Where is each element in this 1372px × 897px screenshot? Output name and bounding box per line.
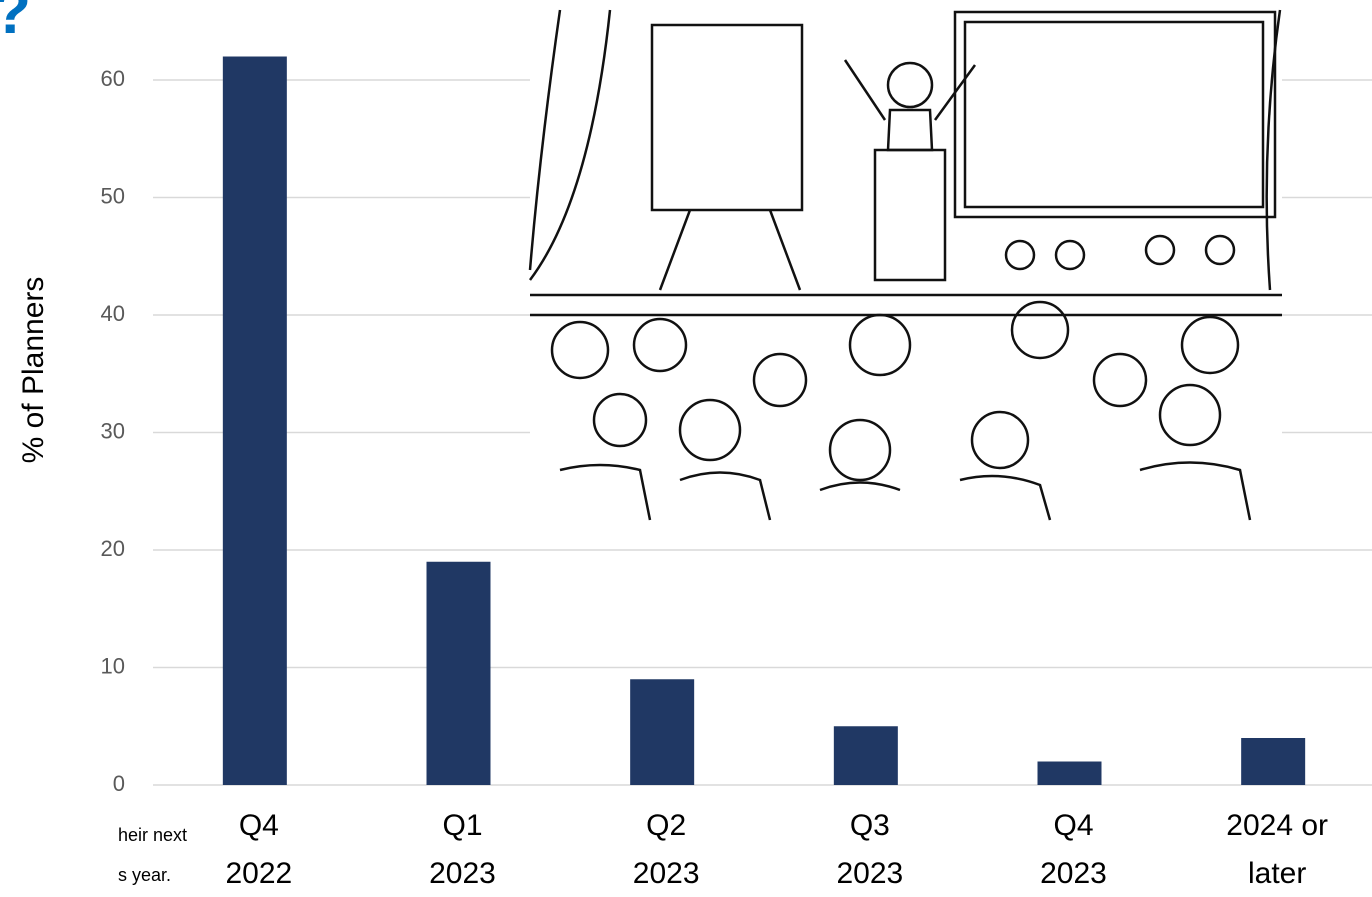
y-tick-label: 50: [101, 183, 125, 208]
x-tick-label: 2023: [1040, 857, 1107, 890]
bar: [834, 726, 898, 785]
x-tick-label: later: [1248, 857, 1306, 890]
x-tick-label: Q2: [646, 809, 686, 842]
y-tick-label: 30: [101, 418, 125, 443]
y-tick-label: 20: [101, 536, 125, 561]
corner-mark: ?: [0, 0, 31, 47]
bar: [223, 57, 287, 786]
illustration: [530, 8, 1282, 523]
x-tick-label: 2023: [429, 857, 496, 890]
bar: [1038, 762, 1102, 786]
y-tick-label: 40: [101, 301, 125, 326]
x-tick-label: 2024 or: [1226, 809, 1328, 842]
y-tick-label: 60: [101, 66, 125, 91]
x-tick-label: Q4: [1053, 809, 1093, 842]
x-tick-label: Q1: [442, 809, 482, 842]
note-line: heir next: [118, 825, 187, 845]
bar: [427, 562, 491, 785]
y-tick-label: 0: [113, 771, 125, 796]
x-tick-label: Q4: [239, 809, 279, 842]
bar: [630, 679, 694, 785]
bar: [1241, 738, 1305, 785]
x-tick-label: 2023: [633, 857, 700, 890]
chart: ? heir next s year. % of Planners 0 10 20 3…: [0, 0, 1372, 892]
x-tick-label: 2023: [836, 857, 903, 890]
x-tick-label: 2022: [225, 857, 292, 890]
y-tick-label: 10: [101, 653, 125, 678]
x-tick-label: Q3: [850, 809, 890, 842]
note-line: s year.: [118, 865, 171, 885]
y-axis-label: % of Planners: [17, 277, 50, 464]
